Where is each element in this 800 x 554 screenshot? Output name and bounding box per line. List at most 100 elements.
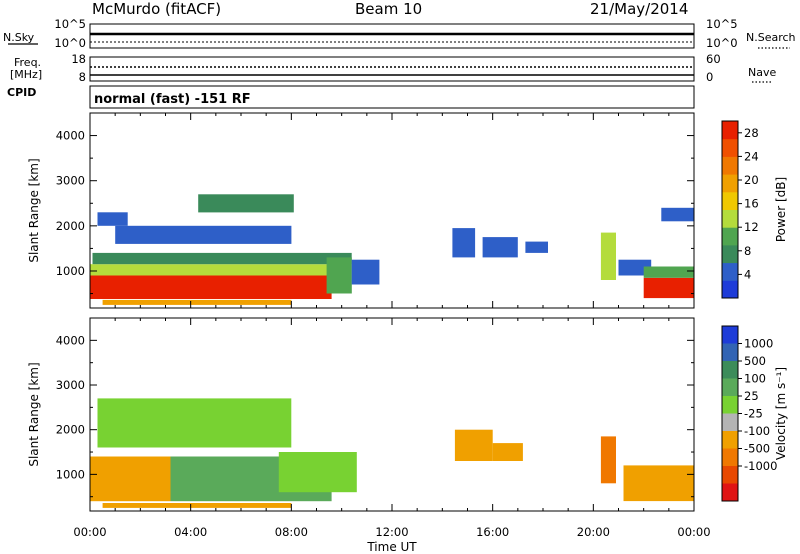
y-tick-label: 3000: [56, 174, 85, 188]
colorbar-segment: [722, 280, 738, 299]
colorbar-segment: [722, 448, 738, 467]
colorbar-tick-label: 4: [744, 267, 751, 281]
scatter-region: [661, 207, 694, 222]
noise-search-label: N.Search: [746, 31, 796, 44]
colorbar-tick-label: -25: [744, 407, 763, 421]
date-title: 21/May/2014: [590, 0, 689, 18]
colorbar-segment: [722, 413, 738, 432]
cpid-panel: [89, 85, 695, 109]
noise-sky-label: N.Sky: [3, 31, 35, 44]
scatter-region: [92, 252, 352, 265]
scatter-region: [600, 436, 616, 484]
scatter-region: [97, 212, 128, 226]
scatter-region: [452, 228, 476, 258]
scatter-region: [90, 264, 337, 276]
colorbar-tick-label: 16: [744, 197, 759, 211]
y-tick-label: 2000: [56, 423, 85, 437]
time-axis: 00:00 04:00 08:00 12:00 16:00 20:00 00:00 Time …: [73, 525, 710, 554]
colorbar-tick-label: 28: [744, 126, 759, 140]
x-tick-label: 20:00: [577, 525, 610, 539]
scatter-region: [90, 275, 332, 299]
y-tick-label: 1000: [56, 467, 85, 481]
scatter-region: [454, 429, 493, 461]
colorbar-tick-label: 20: [744, 173, 759, 187]
colorbar-segment: [722, 121, 738, 140]
colorbar-segment: [722, 343, 738, 362]
colorbar-tick-label: 100: [744, 372, 766, 386]
y-tick-label: 2000: [56, 219, 85, 233]
colorbar-tick-label: -100: [744, 424, 770, 438]
velocity-panel: 1000 2000 3000 4000 Slant Range [km]: [27, 317, 695, 512]
colorbar-segment: [722, 262, 738, 281]
y-tick-label: 1000: [56, 264, 85, 278]
noise-left-tick-low: 10^0: [54, 36, 86, 50]
scatter-region: [643, 277, 694, 299]
colorbar-tick-label: 12: [744, 220, 759, 234]
colorbar-segment: [722, 431, 738, 449]
colorbar-segment: [722, 466, 738, 484]
y-tick-label: 4000: [56, 333, 85, 347]
colorbar-segment: [722, 483, 738, 502]
x-tick-label: 04:00: [174, 525, 207, 539]
colorbar-segment: [722, 396, 738, 414]
colorbar-segment: [722, 378, 738, 397]
scatter-region: [351, 259, 380, 285]
colorbar-label: Velocity [m s⁻¹]: [774, 367, 788, 460]
cpid-mode-text: normal (fast) -151 RF: [94, 92, 251, 107]
colorbar-segment: [722, 174, 738, 193]
scatter-region: [492, 443, 523, 461]
cpid-label: CPID: [7, 86, 37, 99]
scatter-region: [525, 241, 548, 253]
colorbar-label: Power [dB]: [774, 177, 788, 242]
x-tick-label: 12:00: [375, 525, 408, 539]
colorbar-tick-label: 1000: [744, 337, 773, 351]
scatter-region: [102, 299, 292, 305]
colorbar-segment: [722, 209, 738, 228]
colorbar-tick-label: 25: [744, 389, 759, 403]
y-axis-label: Slant Range [km]: [27, 158, 41, 262]
power-panel: 1000 2000 3000 4000 Slant Range [km]: [27, 112, 695, 309]
noise-panel: 10^5 10^0 10^5 10^0: [8, 17, 790, 50]
y-axis-label: Slant Range [km]: [27, 362, 41, 466]
x-tick-label: 00:00: [677, 525, 710, 539]
colorbar-segment: [722, 191, 738, 210]
colorbar-segment: [722, 156, 738, 175]
station-title: McMurdo (fitACF): [92, 0, 222, 18]
nave-label: Nave: [748, 66, 777, 79]
scatter-region: [618, 259, 652, 276]
scatter-region: [326, 257, 352, 294]
colorbar-segment: [722, 361, 738, 379]
scatter-region: [623, 465, 694, 502]
scatter-region: [115, 225, 292, 244]
freq-panel: 18 8 60 0: [71, 52, 772, 84]
x-tick-label: 08:00: [275, 525, 308, 539]
freq-tick-high: 18: [71, 52, 86, 66]
freq-tick-low: 8: [79, 70, 86, 84]
x-tick-label: 16:00: [476, 525, 509, 539]
scatter-region: [482, 237, 518, 258]
noise-right-tick-low: 10^0: [706, 36, 738, 50]
nave-tick-low: 0: [706, 70, 713, 84]
colorbar-segment: [722, 326, 738, 344]
freq-label-line1: Freq.: [14, 56, 42, 69]
scatter-region: [102, 503, 292, 508]
noise-left-tick-high: 10^5: [54, 17, 86, 31]
colorbar-tick-label: 500: [744, 354, 766, 368]
x-axis-label: Time UT: [366, 540, 417, 554]
scatter-region: [278, 452, 357, 493]
y-tick-label: 4000: [56, 129, 85, 143]
nave-tick-high: 60: [706, 52, 721, 66]
colorbar-tick-label: 24: [744, 149, 759, 163]
power-colorbar: 4 8 12 16 20 24 28 Power [dB]: [721, 120, 788, 299]
beam-title: Beam 10: [355, 0, 423, 18]
scatter-region: [97, 398, 292, 448]
colorbar-segment: [722, 138, 738, 157]
colorbar-tick-label: -1000: [744, 459, 777, 473]
scatter-region: [600, 232, 616, 280]
scatter-region: [198, 194, 294, 213]
noise-right-tick-high: 10^5: [706, 17, 738, 31]
colorbar-segment: [722, 244, 738, 264]
scatter-region: [643, 266, 694, 278]
